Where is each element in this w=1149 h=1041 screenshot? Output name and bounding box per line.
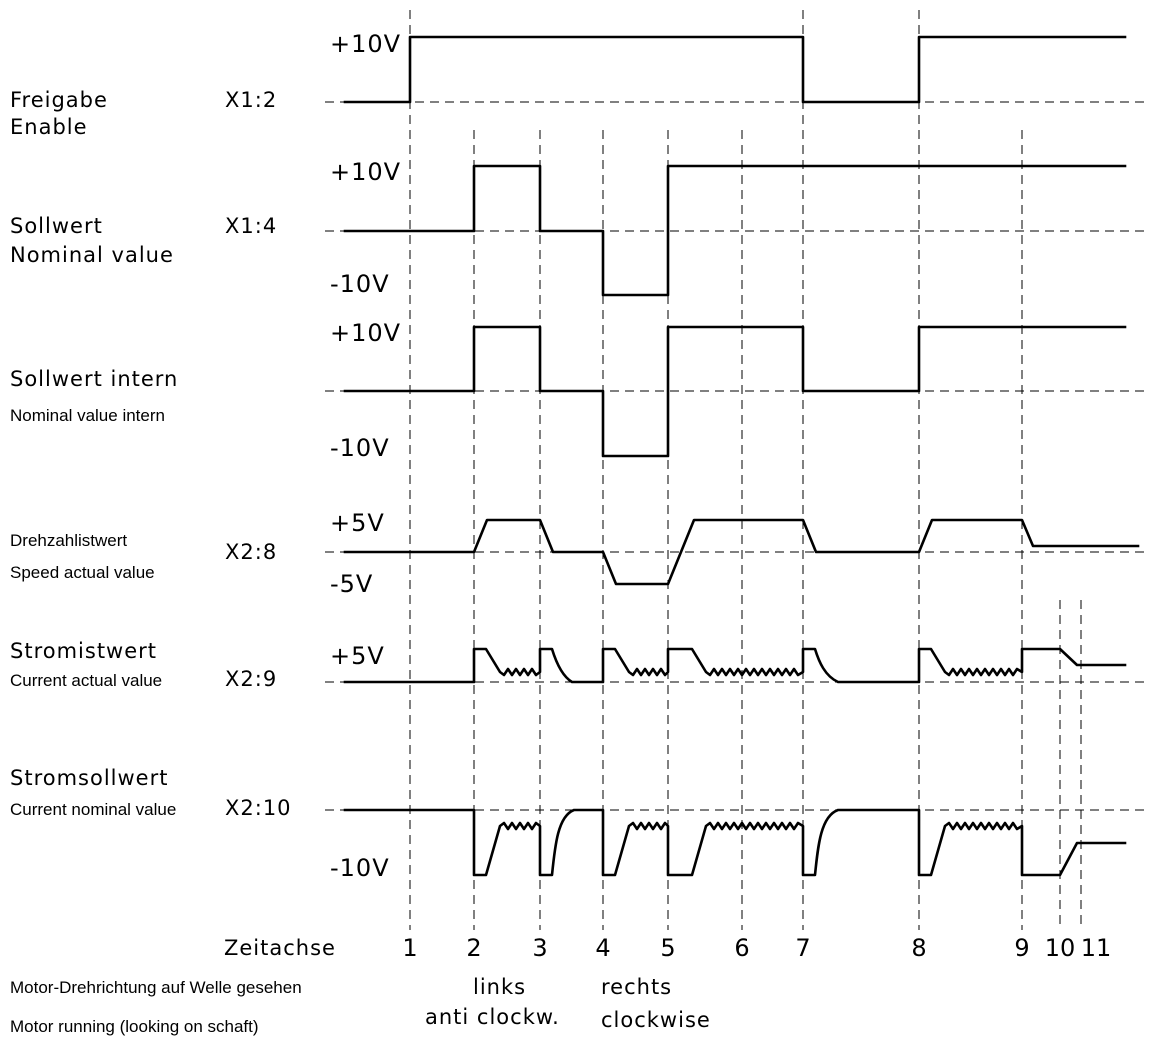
time-tick-7: 7 <box>795 934 810 962</box>
label-nominal-intern-de: Sollwert intern <box>10 367 178 391</box>
direction-left-de: links <box>473 975 526 999</box>
direction-left-en: anti clockw. <box>425 1005 560 1029</box>
volt-nominal-high: +10V <box>330 158 401 186</box>
pin-speed: X2:8 <box>225 540 277 564</box>
pin-current-actual: X2:9 <box>225 667 277 691</box>
time-tick-3: 3 <box>532 934 547 962</box>
waveform-nominal <box>343 164 1127 297</box>
label-enable-en: Enable <box>10 115 88 139</box>
volt-nominal-low: -10V <box>330 270 390 298</box>
time-tick-6: 6 <box>734 934 749 962</box>
pin-current-nominal: X2:10 <box>225 796 292 820</box>
time-tick-11: 11 <box>1081 934 1112 962</box>
waveforms <box>343 35 1140 877</box>
time-tick-8: 8 <box>911 934 926 962</box>
time-tick-2: 2 <box>466 934 481 962</box>
waveform-enable <box>343 35 1127 104</box>
time-tick-1: 1 <box>402 934 417 962</box>
volt-speed-high: +5V <box>330 509 385 537</box>
zero-baselines <box>325 101 1149 811</box>
direction-right-en: clockwise <box>601 1008 711 1032</box>
time-tick-5: 5 <box>660 934 675 962</box>
time-tick-9: 9 <box>1014 934 1029 962</box>
time-marker-lines <box>409 10 1082 930</box>
label-current-actual-en: Current actual value <box>10 671 162 690</box>
label-current-nominal-en: Current nominal value <box>10 800 176 819</box>
time-axis: Zeitachse 1 2 3 4 5 6 7 8 9 10 11 <box>224 934 1111 962</box>
label-speed-de: Drehzahlistwert <box>10 531 127 550</box>
direction-label-en: Motor running (looking on schaft) <box>10 1017 259 1036</box>
time-tick-10: 10 <box>1045 934 1076 962</box>
waveform-current-actual <box>343 647 1127 684</box>
row-labels: Freigabe Enable X1:2 Sollwert Nominal va… <box>10 88 292 820</box>
pin-nominal: X1:4 <box>225 214 277 238</box>
direction-right-de: rechts <box>601 975 672 999</box>
waveform-speed <box>343 518 1140 586</box>
direction-footer: Motor-Drehrichtung auf Welle gesehen Mot… <box>10 975 711 1036</box>
waveform-nominal-intern <box>343 325 1127 458</box>
label-speed-en: Speed actual value <box>10 563 155 582</box>
volt-nominal-intern-high: +10V <box>330 319 401 347</box>
volt-speed-low: -5V <box>330 570 373 598</box>
label-current-nominal-de: Stromsollwert <box>10 766 168 790</box>
label-nominal-intern-en: Nominal value intern <box>10 406 165 425</box>
label-nominal-en: Nominal value <box>10 243 174 267</box>
pin-enable: X1:2 <box>225 88 277 112</box>
volt-current-actual-high: +5V <box>330 642 385 670</box>
waveform-current-nominal <box>343 808 1127 877</box>
voltage-labels: +10V +10V -10V +10V -10V +5V -5V +5V -10… <box>330 30 401 882</box>
volt-nominal-intern-low: -10V <box>330 434 390 462</box>
volt-enable-high: +10V <box>330 30 401 58</box>
direction-label-de: Motor-Drehrichtung auf Welle gesehen <box>10 978 302 997</box>
label-current-actual-de: Stromistwert <box>10 639 157 663</box>
label-nominal-de: Sollwert <box>10 214 103 238</box>
volt-current-nominal-low: -10V <box>330 854 390 882</box>
time-tick-4: 4 <box>595 934 610 962</box>
time-axis-label: Zeitachse <box>224 936 336 960</box>
label-enable-de: Freigabe <box>10 88 108 112</box>
